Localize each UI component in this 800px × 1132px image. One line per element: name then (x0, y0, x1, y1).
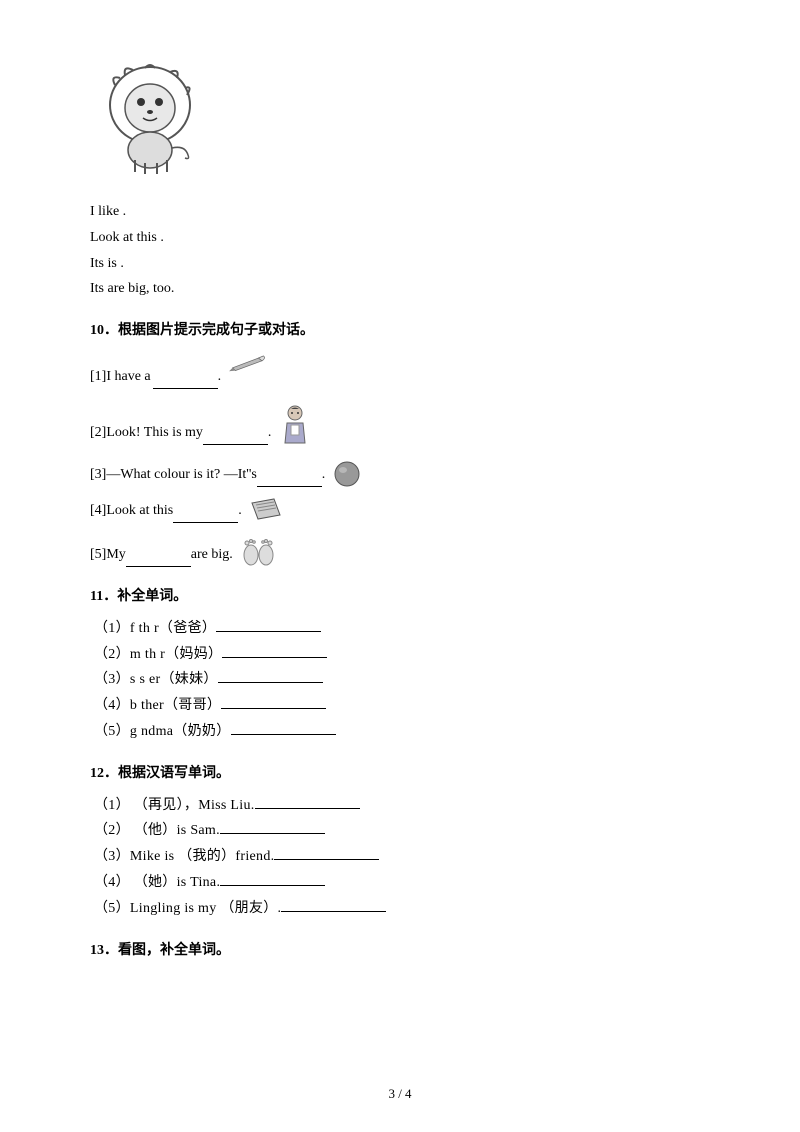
q12-item-2: （2） （他）is Sam. (90, 819, 710, 843)
q10-item-2-text: [2]Look! This is my (90, 421, 203, 445)
q11-item-5: （5）g ndma（奶奶） (90, 720, 710, 744)
q11-item-3: （3）s s er（妹妹） (90, 668, 710, 692)
page-number: 3 / 4 (0, 1086, 800, 1102)
lion-image (95, 60, 205, 175)
q10-item-3-blank (257, 473, 322, 487)
lion-line-1: I like . (90, 200, 710, 224)
q10-item-2-dot: . (268, 421, 272, 445)
q10-item-1-dot: . (218, 365, 222, 389)
q12-title: 12．根据汉语写单词。 (90, 762, 710, 786)
q10-item-4-dot: . (238, 499, 242, 523)
q10-item-1-blank (153, 375, 218, 389)
q12-item-4: （4） （她）is Tina. (90, 871, 710, 895)
q11-item-1: （1）f th r（爸爸） (90, 617, 710, 641)
q12-item-5: （5）Lingling is my （朋友）. (90, 897, 710, 921)
q10-item-1-text: [1]I have a (90, 365, 151, 389)
q10-item-3-text: [3]—What colour is it? —It''s (90, 463, 257, 487)
q10-item-4-blank (173, 509, 238, 523)
q12-item-1: （1） （再见），Miss Liu. (90, 794, 710, 818)
q10-title: 10．根据图片提示完成句子或对话。 (90, 319, 710, 343)
q10-item-4-text: [4]Look at this (90, 499, 173, 523)
q13-title: 13．看图，补全单词。 (90, 939, 710, 963)
brother-icon (277, 403, 313, 445)
q11-title: 11．补全单词。 (90, 585, 710, 609)
q10-item-5-text: [5]My (90, 543, 126, 567)
lion-line-4: Its are big, too. (90, 277, 710, 301)
lion-line-2: Look at this . (90, 226, 710, 250)
q11-item-4: （4）b ther（哥哥） (90, 694, 710, 718)
q10-item-3-dot: . (322, 463, 326, 487)
pencil-icon (227, 351, 269, 389)
q11-item-2: （2）m th r（妈妈） (90, 643, 710, 667)
lion-line-3: Its is . (90, 252, 710, 276)
q10-item-5-suffix: are big. (191, 543, 233, 567)
q10-item-5-blank (126, 553, 191, 567)
q12-item-3: （3）Mike is （我的）friend. (90, 845, 710, 869)
feet-icon (239, 533, 279, 567)
book-icon (248, 495, 284, 523)
orange-icon (331, 457, 363, 487)
q10-item-2-blank (203, 431, 268, 445)
